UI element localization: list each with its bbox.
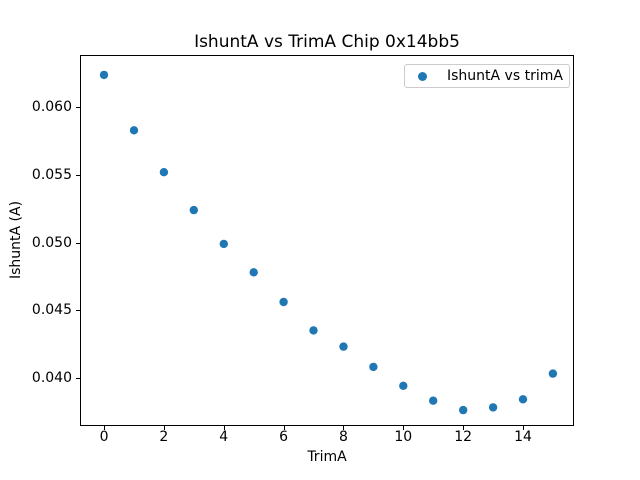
legend-label: IshuntA vs trimA	[447, 68, 563, 84]
x-tick-label: 10	[394, 429, 413, 445]
x-tick-mark	[523, 426, 525, 430]
x-tick-label: 2	[159, 429, 169, 445]
y-tick-label: 0.040	[31, 369, 72, 386]
x-tick-mark	[463, 426, 465, 430]
plot-area: IshuntA vs trimA	[80, 55, 574, 426]
x-tick-label: 8	[338, 429, 348, 445]
x-tick-label: 12	[454, 429, 473, 445]
scatter-point	[399, 381, 408, 390]
y-tick-label: 0.050	[31, 234, 72, 251]
x-tick-mark	[283, 426, 285, 430]
scatter-point	[518, 395, 528, 404]
scatter-point	[129, 126, 139, 135]
x-tick-mark	[163, 426, 165, 430]
scatter-point	[488, 403, 498, 412]
scatter-point	[459, 405, 468, 415]
scatter-point	[309, 326, 318, 335]
x-tick-label: 14	[514, 429, 532, 445]
scatter-point	[99, 70, 109, 80]
y-tick-mark	[76, 174, 80, 176]
legend: IshuntA vs trimA	[404, 64, 570, 88]
scatter-point	[189, 205, 198, 215]
x-tick-mark	[223, 426, 225, 430]
x-axis-label: TrimA	[307, 449, 347, 465]
scatter-points-layer	[99, 70, 558, 415]
scatter-point	[369, 362, 378, 372]
scatter-point	[339, 342, 348, 351]
scatter-point	[249, 268, 258, 277]
x-tick-mark	[403, 426, 405, 430]
y-tick-label: 0.060	[31, 99, 72, 116]
x-tick-label: 4	[219, 429, 229, 445]
chart-title: IshuntA vs TrimA Chip 0x14bb5	[194, 32, 460, 52]
y-tick-mark	[76, 107, 80, 109]
y-tick-mark	[76, 377, 80, 379]
scatter-point	[279, 297, 288, 307]
x-tick-label: 6	[279, 429, 289, 445]
y-tick-label: 0.055	[31, 166, 72, 183]
scatter-point	[548, 369, 558, 378]
x-tick-mark	[104, 426, 106, 430]
y-tick-label: 0.045	[31, 302, 72, 319]
x-tick-label: 0	[99, 429, 109, 445]
x-tick-mark	[343, 426, 345, 430]
legend-marker-icon	[418, 71, 427, 81]
scatter-point	[429, 396, 438, 405]
y-tick-mark	[76, 310, 80, 312]
scatter-point	[219, 239, 228, 249]
scatter-point	[159, 168, 169, 177]
y-tick-mark	[76, 242, 80, 244]
